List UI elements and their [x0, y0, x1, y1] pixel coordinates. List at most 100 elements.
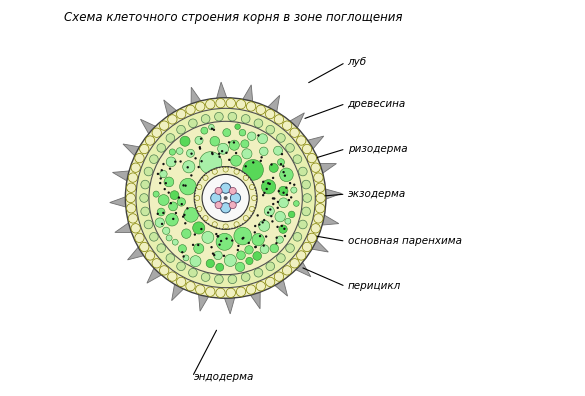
Circle shape [181, 203, 183, 205]
Circle shape [166, 157, 176, 167]
Circle shape [195, 285, 205, 294]
Circle shape [177, 109, 186, 119]
Circle shape [280, 163, 282, 166]
Circle shape [269, 163, 278, 172]
Circle shape [252, 234, 264, 246]
Circle shape [163, 227, 170, 234]
Polygon shape [308, 237, 328, 252]
Circle shape [316, 193, 325, 203]
Circle shape [168, 115, 177, 124]
Circle shape [160, 266, 169, 275]
Circle shape [315, 183, 325, 192]
Circle shape [141, 180, 150, 189]
Circle shape [212, 222, 218, 227]
Circle shape [283, 266, 292, 275]
Circle shape [278, 198, 288, 208]
Circle shape [277, 133, 285, 142]
Circle shape [126, 204, 136, 213]
Circle shape [262, 194, 264, 196]
Circle shape [136, 109, 315, 287]
Circle shape [254, 268, 263, 277]
Circle shape [277, 159, 284, 166]
Circle shape [150, 232, 158, 241]
Circle shape [302, 242, 312, 251]
Circle shape [265, 235, 267, 238]
Circle shape [144, 167, 153, 176]
Circle shape [223, 196, 228, 200]
Circle shape [216, 288, 225, 297]
Circle shape [210, 136, 219, 146]
Circle shape [200, 228, 202, 230]
Circle shape [135, 154, 144, 163]
Polygon shape [272, 276, 288, 296]
Circle shape [195, 102, 205, 111]
Circle shape [284, 235, 286, 237]
Circle shape [131, 224, 140, 233]
Circle shape [128, 173, 137, 182]
Circle shape [228, 112, 237, 121]
Circle shape [194, 157, 197, 160]
Circle shape [218, 143, 229, 154]
Circle shape [153, 191, 159, 197]
Circle shape [161, 169, 163, 171]
Circle shape [235, 152, 238, 154]
Circle shape [281, 153, 283, 155]
Circle shape [212, 252, 214, 255]
Polygon shape [198, 291, 211, 311]
Circle shape [201, 273, 210, 282]
Circle shape [199, 152, 222, 174]
Polygon shape [164, 100, 180, 120]
Polygon shape [123, 144, 143, 159]
Circle shape [285, 187, 288, 189]
Circle shape [177, 126, 185, 134]
Circle shape [178, 245, 187, 253]
Circle shape [188, 119, 197, 128]
Circle shape [180, 136, 190, 146]
Circle shape [160, 121, 169, 130]
Circle shape [135, 233, 144, 242]
Circle shape [282, 165, 284, 168]
Circle shape [235, 262, 245, 272]
Circle shape [243, 175, 249, 181]
Circle shape [221, 183, 230, 193]
Circle shape [298, 167, 307, 176]
Circle shape [140, 242, 149, 251]
Circle shape [270, 215, 273, 217]
Circle shape [216, 233, 233, 250]
Circle shape [209, 124, 214, 130]
Polygon shape [115, 221, 136, 232]
Circle shape [226, 288, 236, 297]
Circle shape [279, 225, 287, 233]
Circle shape [229, 187, 236, 194]
Circle shape [197, 244, 199, 246]
Circle shape [288, 199, 290, 201]
Circle shape [211, 193, 221, 203]
Circle shape [267, 182, 270, 185]
Circle shape [195, 136, 203, 145]
Circle shape [158, 194, 169, 206]
Circle shape [157, 244, 166, 252]
Circle shape [241, 140, 249, 148]
Polygon shape [292, 259, 311, 277]
Circle shape [157, 173, 159, 175]
Circle shape [242, 114, 250, 123]
Circle shape [229, 202, 236, 209]
Circle shape [131, 163, 140, 172]
Circle shape [269, 208, 271, 211]
Circle shape [297, 251, 306, 260]
Circle shape [234, 222, 239, 227]
Circle shape [275, 211, 285, 222]
Circle shape [181, 251, 184, 253]
Circle shape [264, 206, 274, 216]
Circle shape [314, 214, 323, 223]
Circle shape [164, 182, 167, 185]
Circle shape [311, 163, 321, 172]
Circle shape [218, 244, 221, 246]
Circle shape [278, 186, 288, 196]
Circle shape [169, 168, 171, 170]
Circle shape [181, 229, 191, 238]
Circle shape [288, 211, 295, 218]
Circle shape [273, 197, 276, 200]
Circle shape [256, 282, 266, 291]
Circle shape [245, 246, 253, 254]
